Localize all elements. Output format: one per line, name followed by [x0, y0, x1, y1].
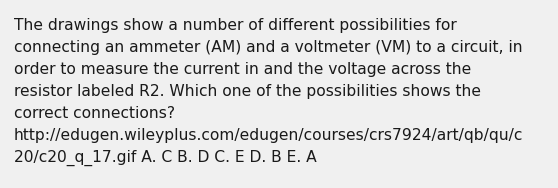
Text: 20/c20_q_17.gif A. C B. D C. E D. B E. A: 20/c20_q_17.gif A. C B. D C. E D. B E. A	[14, 150, 317, 166]
Text: resistor labeled R2. Which one of the possibilities shows the: resistor labeled R2. Which one of the po…	[14, 84, 481, 99]
Text: order to measure the current in and the voltage across the: order to measure the current in and the …	[14, 62, 472, 77]
Text: connecting an ammeter (AM) and a voltmeter (VM) to a circuit, in: connecting an ammeter (AM) and a voltmet…	[14, 40, 523, 55]
Text: http://edugen.wileyplus.com/edugen/courses/crs7924/art/qb/qu/c: http://edugen.wileyplus.com/edugen/cours…	[14, 128, 523, 143]
Text: The drawings show a number of different possibilities for: The drawings show a number of different …	[14, 18, 457, 33]
Text: correct connections?: correct connections?	[14, 106, 175, 121]
